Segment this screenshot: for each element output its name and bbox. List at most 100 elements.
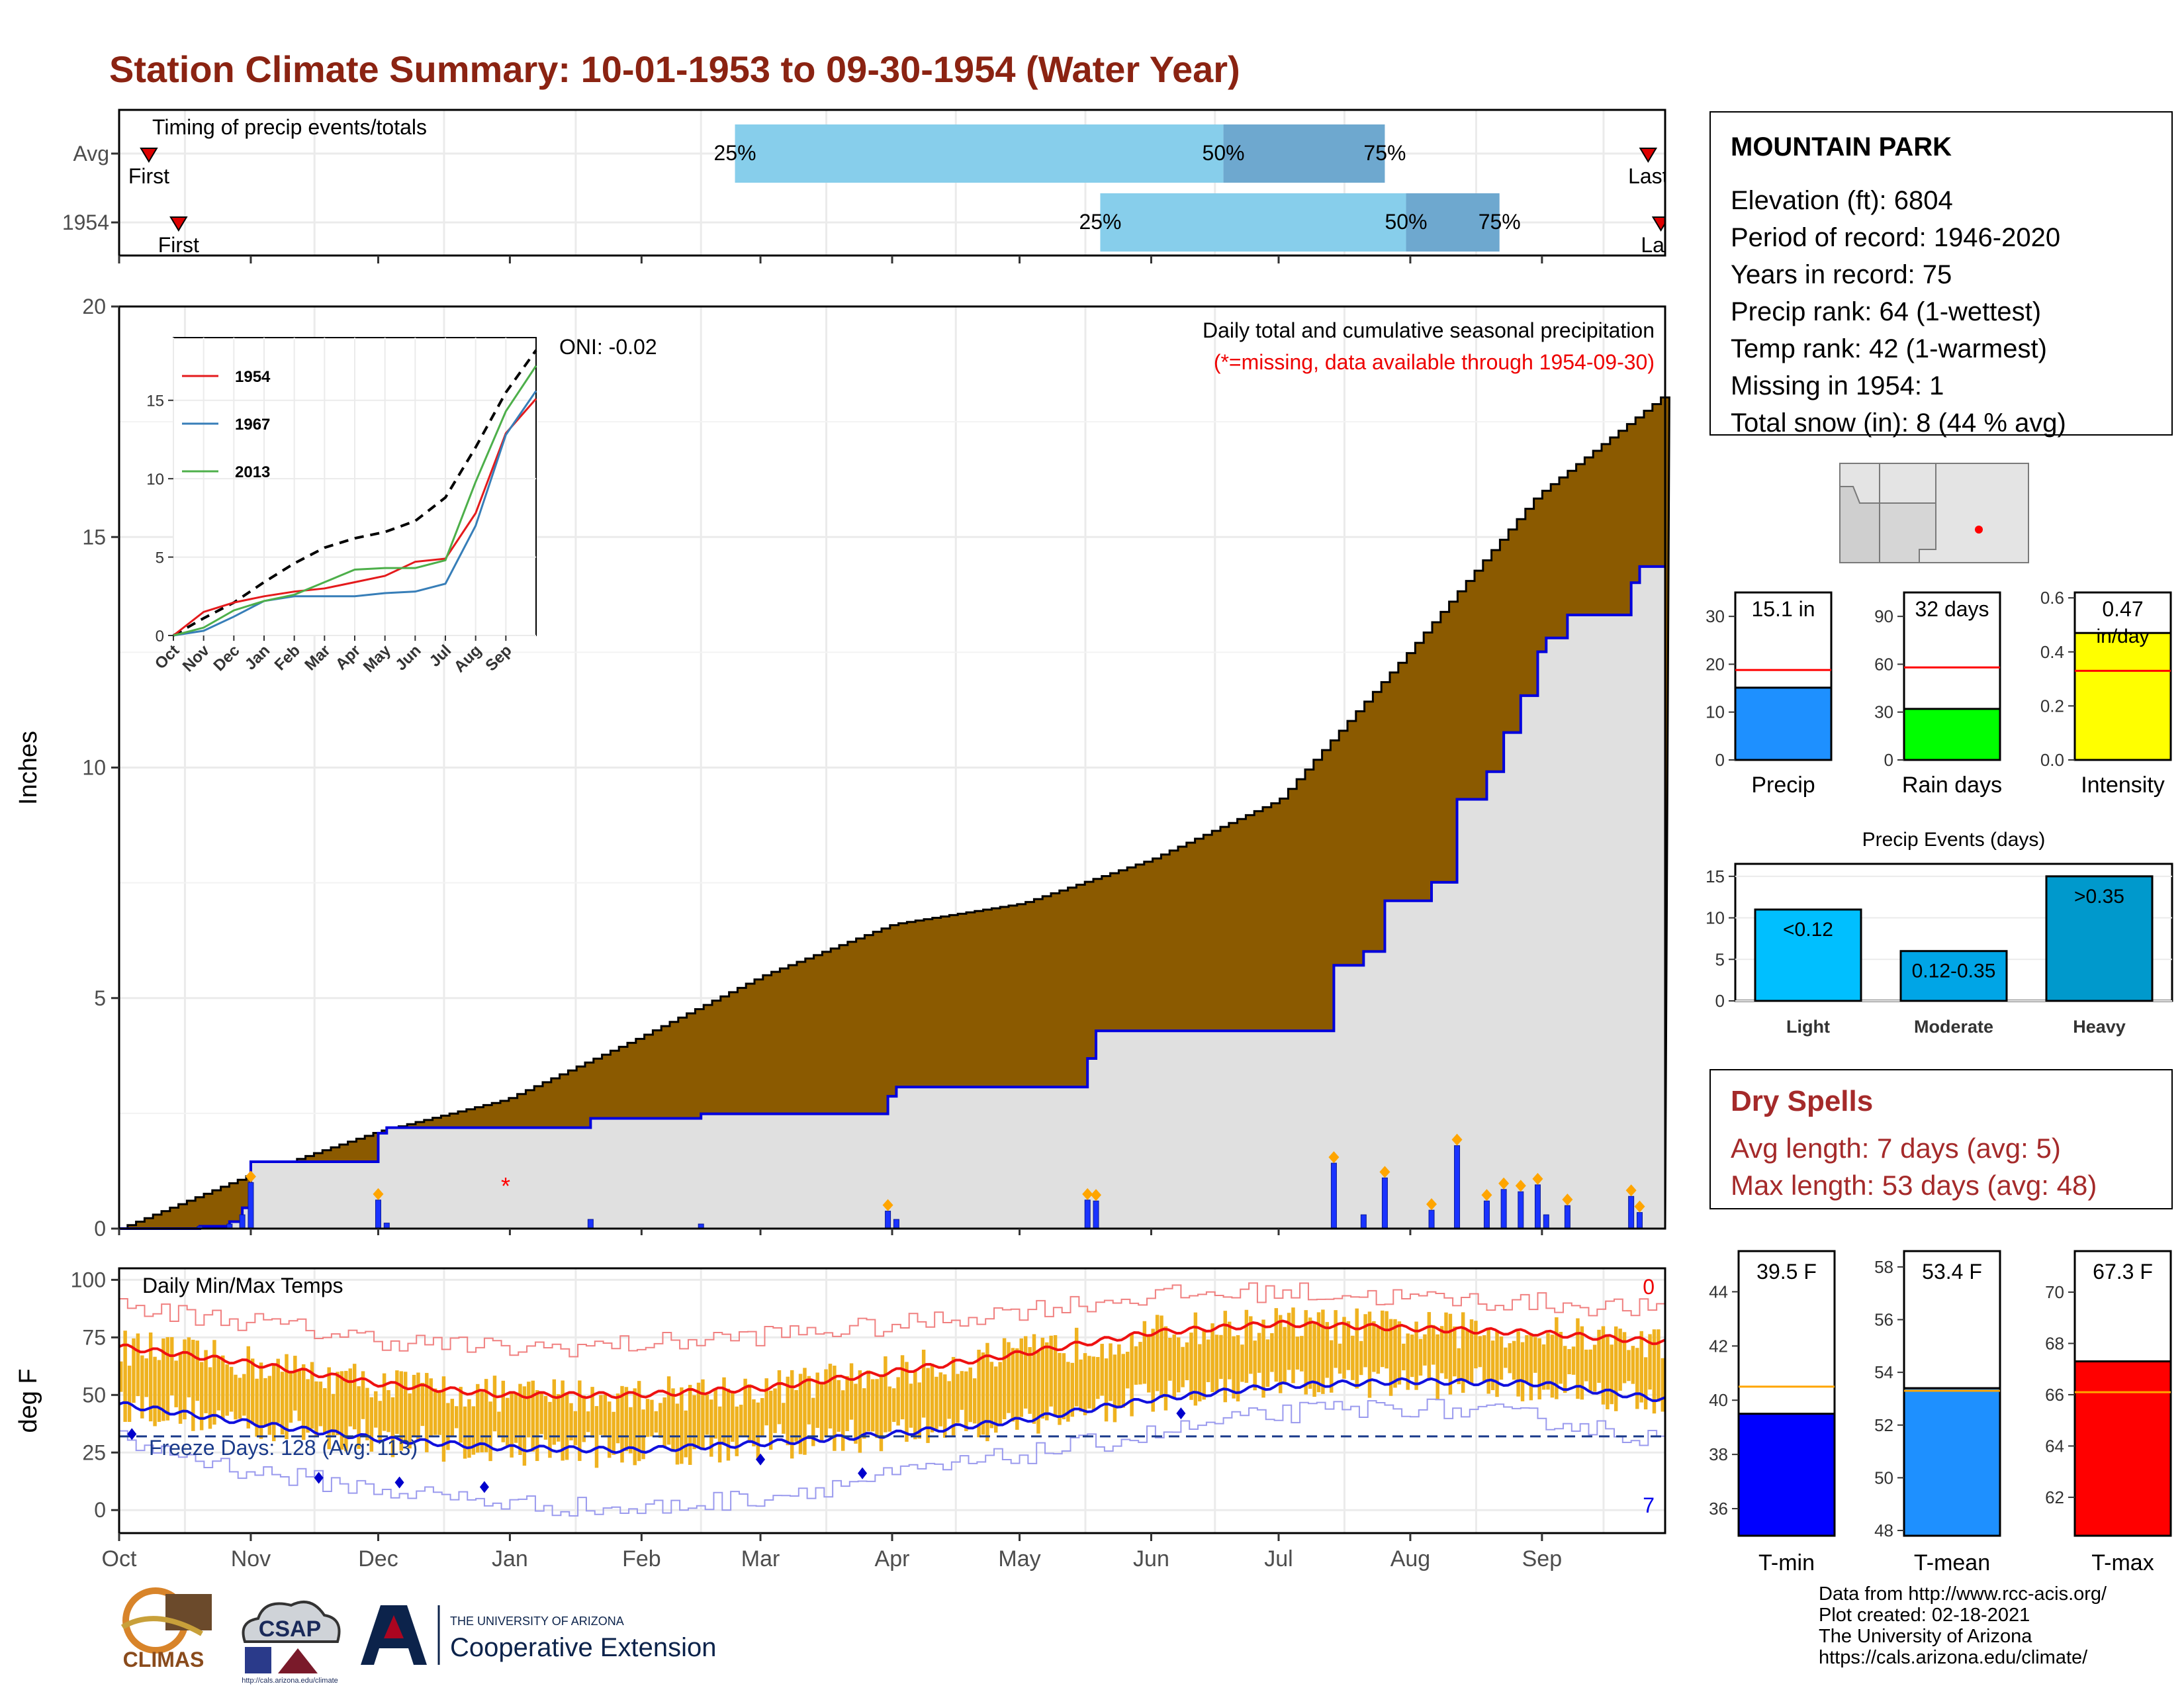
daily-temp-range-bar [1537,1338,1541,1400]
csap-logo[interactable]: CSAP http://cals.arizona.edu/climate [232,1595,347,1685]
freeze-day-marker [127,1428,137,1440]
first-event-marker [169,216,188,232]
daily-temp-range-bar [794,1389,798,1442]
daily-temp-range-bar [586,1411,590,1432]
heavy-event-marker [1562,1194,1573,1206]
daily-temp-range-bar [905,1362,909,1442]
daily-temp-range-bar [1130,1334,1134,1417]
freeze-day-marker [1176,1407,1186,1420]
daily-temp-range-bar [548,1401,552,1458]
daily-temp-range-bar [238,1378,242,1419]
daily-temp-range-bar [1223,1311,1228,1403]
timing-panel: 25% 50% 75% First Last 25% 50% 75% First Last Tim… [62,109,1666,257]
daily-temp-range-bar [582,1395,586,1442]
timing-percent-label: 25% [714,141,756,165]
daily-temp-range-bar [204,1350,208,1413]
daily-temp-range-bar [280,1372,285,1435]
ua-small-text: THE UNIVERSITY OF ARIZONA [450,1615,624,1628]
daily-temp-range-bar [1202,1331,1206,1400]
daily-temp-range-bar [1588,1349,1592,1391]
freeze-days-label: Freeze Days: 128 (Avg: 113) [149,1436,418,1460]
daily-temp-range-bar [1597,1329,1601,1383]
precip-events-bar [2045,875,2154,1002]
freeze-day-marker [479,1481,489,1493]
record-min-line [119,1398,1665,1517]
timing-percent-label: 25% [1079,210,1121,234]
observed-cumulative-line [119,565,1665,1230]
daily-temp-range-bar [310,1362,314,1429]
daily-temp-range-bar [1062,1353,1066,1420]
climas-logo[interactable]: CLIMAS [109,1581,218,1683]
daily-temp-range-bar [870,1379,875,1432]
daily-temp-range-bar [956,1374,960,1423]
daily-temp-range-bar [862,1388,866,1439]
temp-y-tick-label: 50 [82,1383,106,1407]
daily-temp-range-bar [293,1356,297,1411]
daily-temp-range-bar [1253,1340,1257,1391]
daily-precip-bar [1628,1196,1635,1229]
temp-y-ticks: 0 25 50 75 100 [71,1268,119,1522]
daily-temp-range-bar [1397,1321,1402,1385]
precip-y-ticks: 0 5 10 15 20 [82,295,119,1241]
daily-temp-range-bar [764,1378,768,1426]
daily-temp-range-bar [492,1376,497,1432]
daily-temp-range-bar [212,1340,216,1425]
daily-temp-range-bar [208,1367,212,1429]
daily-temp-range-bar [773,1388,777,1433]
daily-temp-range-bar [557,1394,561,1442]
daily-temp-range-bar [637,1381,641,1462]
daily-temp-range-bar [688,1385,692,1465]
daily-temp-range-bar [1270,1333,1274,1372]
daily-temp-range-bar [675,1403,680,1465]
daily-temp-range-bar [1657,1329,1661,1402]
precip-y-tick-label: 10 [82,756,106,780]
daily-temp-range-bar [378,1401,382,1441]
daily-temp-range-bar [1342,1317,1346,1379]
daily-temp-range-bar [331,1393,336,1436]
daily-temp-range-bar [348,1368,353,1427]
university-of-arizona-logo[interactable]: THE UNIVERSITY OF ARIZONA Cooperative Ex… [361,1602,745,1668]
heavy-event-marker [1625,1184,1637,1197]
daily-temp-range-bar [1453,1326,1457,1377]
x-axis-month-label: Dec [358,1546,398,1571]
heavy-event-marker [1328,1151,1340,1164]
daily-temp-range-bar [1002,1338,1007,1420]
daily-temp-range-bar [1414,1321,1418,1390]
daily-temp-range-bar [1023,1336,1028,1409]
dry-spells-line: Max length: 53 days (avg: 48) [1731,1170,2097,1201]
daily-temp-range-bar [1168,1337,1172,1381]
daily-temp-range-bar [1300,1336,1304,1372]
daily-temp-range-bar [828,1364,833,1429]
heavy-event-marker [882,1199,893,1211]
inset-x-tick-label: Jul [426,641,455,671]
daily-precip-bar [248,1182,254,1229]
daily-temp-range-bar [909,1383,913,1428]
daily-temp-range-bar [1529,1334,1533,1401]
precip-events-title: Precip Events (days) [1862,829,2046,851]
daily-temp-range-bar [879,1376,884,1452]
daily-temp-range-bar [301,1364,306,1440]
heavy-event-marker [1379,1166,1390,1178]
daily-temp-range-bar [267,1376,272,1435]
station-info-line: Total snow (in): 8 (44 % avg) [1731,408,2066,438]
summary-bar-label: Intensity [2081,773,2165,798]
daily-precip-bar [1428,1209,1435,1229]
daily-temp-range-bar [1439,1326,1444,1374]
daily-temp-range-bar [1465,1329,1469,1383]
daily-temp-range-bar [1045,1342,1049,1421]
freeze-day-marker [858,1467,868,1479]
temp-data [118,1282,1666,1517]
precip-y-tick-label: 5 [94,986,106,1010]
inset-x-tick-label: Jun [392,641,424,674]
temp-bar-tick-label: 58 [1874,1257,1893,1277]
station-info-line: Years in record: 75 [1731,260,1952,289]
timing-percent-label: 50% [1203,141,1245,165]
heavy-event-marker [1082,1188,1093,1200]
daily-temp-range-bar [1011,1348,1015,1422]
daily-temp-range-bar [165,1336,170,1421]
precip-events-category: Heavy [2073,1017,2126,1037]
x-axis-month-label: Jun [1133,1546,1169,1571]
daily-precip-bar [1084,1199,1091,1229]
daily-temp-range-bar [1444,1312,1448,1379]
inset-y-tick-label: 0 [156,628,164,645]
